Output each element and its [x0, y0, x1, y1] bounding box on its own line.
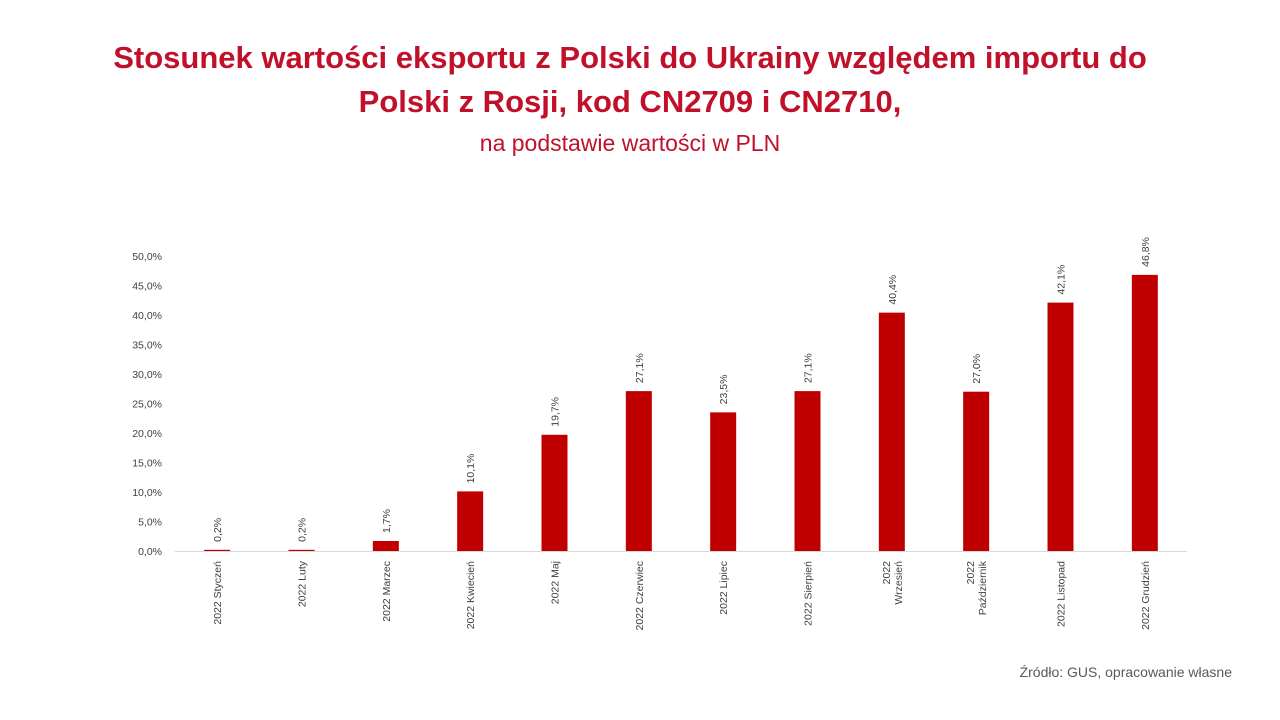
bar [204, 549, 231, 551]
y-tick-label: 40,0% [132, 310, 162, 322]
source-note: Źródło: GUS, opracowanie własne [1019, 664, 1232, 680]
bar [878, 312, 905, 551]
y-tick-label: 30,0% [132, 369, 162, 381]
bar [288, 549, 315, 551]
data-label: 0,2% [212, 518, 224, 542]
chart-subtitle: na podstawie wartości w PLN [479, 130, 781, 156]
y-tick-label: 35,0% [132, 340, 162, 352]
data-label: 23,5% [718, 375, 730, 405]
x-tick-label: Wrzesień [893, 561, 905, 605]
bar [457, 491, 484, 551]
y-tick-label: 15,0% [132, 458, 162, 470]
bar [710, 412, 737, 551]
chart-title-line-2: Polski z Rosji, kod CN2709 i CN2710, [358, 84, 902, 119]
data-label: 40,4% [887, 275, 899, 305]
x-tick-label: 2022 Czerwiec [634, 561, 646, 630]
y-tick-label: 25,0% [132, 399, 162, 411]
x-tick-label: Październik [977, 560, 989, 615]
bar [1047, 302, 1074, 551]
x-tick-label: 2022 Grudzień [1140, 561, 1152, 630]
data-label: 46,8% [1140, 237, 1152, 267]
x-tick-label: 2022 Luty [297, 560, 309, 607]
bar [625, 391, 652, 551]
data-label: 42,1% [1056, 265, 1068, 295]
x-tick-label: 2022 [881, 561, 893, 585]
data-label: 0,2% [297, 518, 309, 542]
chart-title: Stosunek wartości eksportu z Polski do U… [40, 36, 1220, 124]
bar [372, 540, 399, 551]
x-tick-label: 2022 Maj [550, 561, 562, 604]
x-tick-label: 2022 Lipiec [718, 561, 730, 615]
bar [541, 434, 568, 551]
y-tick-label: 20,0% [132, 428, 162, 440]
y-tick-label: 10,0% [132, 487, 162, 499]
x-tick-label: 2022 Sierpień [803, 561, 815, 626]
y-tick-label: 0,0% [138, 546, 162, 558]
data-label: 19,7% [550, 397, 562, 427]
data-label: 27,0% [971, 354, 983, 384]
y-tick-label: 50,0% [132, 251, 162, 263]
data-label: 1,7% [381, 509, 393, 533]
data-label: 27,1% [803, 353, 815, 383]
y-tick-label: 45,0% [132, 281, 162, 293]
y-tick-label: 5,0% [138, 517, 162, 529]
bar [963, 391, 990, 551]
bar [794, 391, 821, 551]
x-tick-label: 2022 [965, 561, 977, 585]
bar [1131, 274, 1158, 551]
x-tick-label: 2022 Styczeń [212, 561, 224, 625]
x-tick-label: 2022 Kwiecień [465, 561, 477, 629]
x-tick-label: 2022 Marzec [381, 561, 393, 622]
x-tick-label: 2022 Listopad [1056, 561, 1068, 627]
data-label: 10,1% [465, 454, 477, 484]
chart-title-line-1: Stosunek wartości eksportu z Polski do U… [113, 40, 1147, 75]
data-label: 27,1% [634, 353, 646, 383]
